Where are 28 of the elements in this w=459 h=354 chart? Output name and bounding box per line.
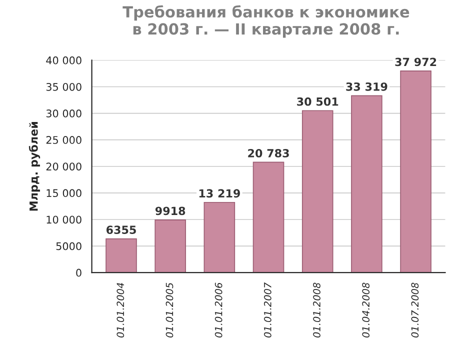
data-label: 37 972 — [395, 58, 436, 66]
data-label: 13 219 — [199, 189, 240, 198]
x-tick-label: 01.01.2008 — [313, 282, 320, 338]
y-tick-label: 10 000 — [46, 216, 82, 224]
bar — [204, 202, 236, 273]
y-tick-label: 40 000 — [46, 56, 82, 64]
x-tick-label: 01.01.2004 — [116, 282, 124, 338]
y-tick-label: 15 000 — [46, 189, 82, 198]
y-tick-label: 0 — [76, 268, 82, 277]
x-tick-label: 01.07.2008 — [411, 282, 419, 338]
x-tick-label: 01.01.2005 — [166, 282, 174, 338]
data-label: 33 319 — [346, 82, 388, 91]
data-label: 30 501 — [297, 97, 338, 106]
y-tick-label: 30 000 — [46, 110, 82, 118]
y-tick-label: 25 000 — [46, 136, 82, 144]
chart-title: Требования банков к экономике в 2003 г. — II квартале 2008 г. — [122, 5, 410, 38]
data-label: 9918 — [155, 206, 186, 216]
y-tick-label: 20 000 — [46, 162, 82, 170]
x-tick-label: 01.01.2007 — [264, 282, 272, 338]
x-tick-label: 01.04.2008 — [362, 282, 370, 338]
bar — [400, 70, 432, 273]
data-label: 6355 — [106, 226, 136, 234]
y-tick-label: 35 000 — [46, 82, 82, 91]
x-tick-label: 01.01.2006 — [214, 282, 222, 338]
y-tick-label: 5000 — [56, 242, 82, 250]
bar — [351, 95, 382, 273]
y-axis-title: Млрд. рублей — [28, 122, 40, 211]
data-label: 20 783 — [248, 149, 289, 158]
